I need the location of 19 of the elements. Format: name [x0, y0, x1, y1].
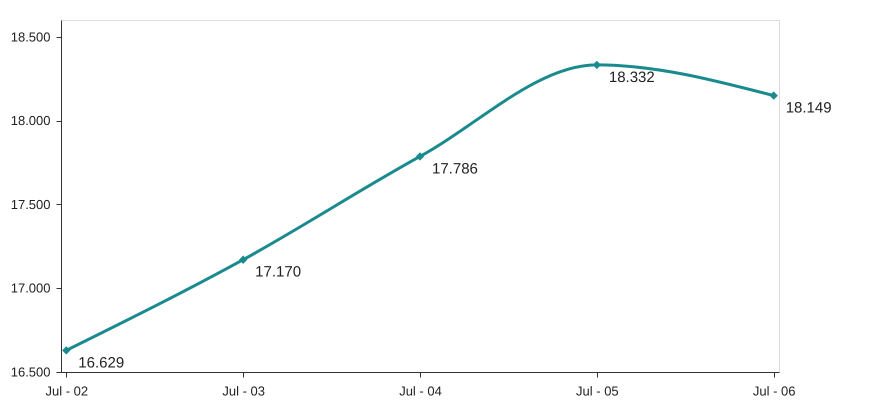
- data-label: 16.629: [78, 354, 124, 372]
- data-label: 17.170: [255, 264, 302, 281]
- y-tick-label: 18.000: [10, 113, 50, 128]
- point: [238, 256, 248, 264]
- x-tick-label: Jul - 03: [222, 384, 265, 398]
- x-tick-label: Jul - 05: [576, 384, 619, 398]
- data-label: 18.149: [786, 100, 832, 117]
- y-tick-label: 17.000: [10, 280, 50, 296]
- y-tick-label: 17.500: [10, 196, 50, 212]
- x-tick-label: Jul - 02: [45, 384, 88, 398]
- x-tick-label: Jul - 06: [752, 384, 796, 398]
- data-label: 18.332: [608, 68, 655, 86]
- x-tick-label: Jul - 04: [399, 384, 442, 398]
- y-tick-label: 18.500: [10, 29, 50, 44]
- y-tick-label: 16.500: [10, 364, 50, 380]
- point: [62, 346, 70, 355]
- point: [416, 152, 424, 161]
- data-label: 17.786: [432, 160, 478, 178]
- point: [770, 91, 778, 100]
